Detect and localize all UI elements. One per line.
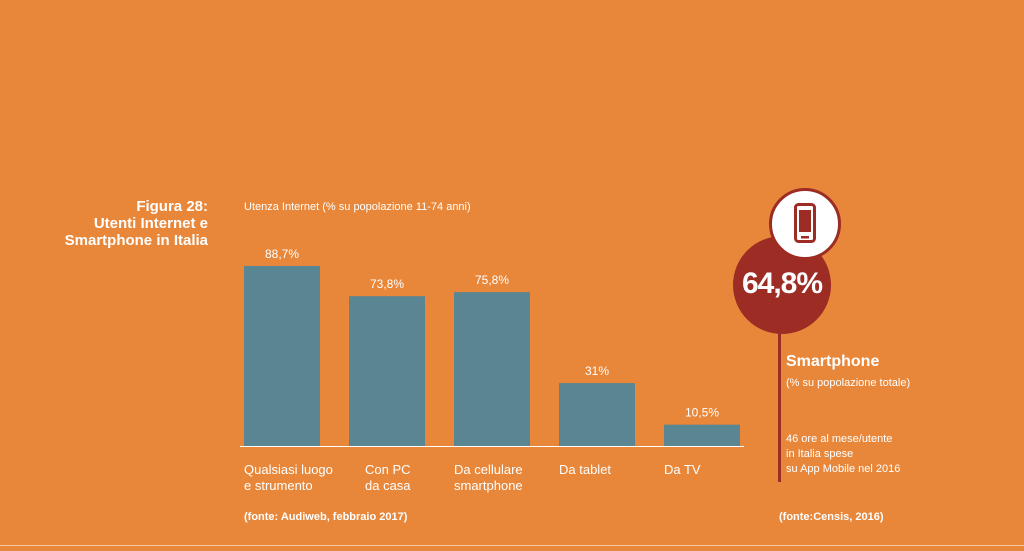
smartphone-note-line: in Italia spese <box>786 448 854 460</box>
bar <box>349 296 425 446</box>
smartphone-subtitle: (% su popolazione totale) <box>786 377 911 389</box>
bar <box>664 424 740 446</box>
category-label: Da TV <box>664 462 701 477</box>
bar <box>454 292 530 446</box>
chart-title: Utenza Internet (% su popolazione 11-74 … <box>244 201 471 213</box>
smartphone-value: 64,8% <box>741 267 823 300</box>
smartphone-note-line: su App Mobile nel 2016 <box>786 463 901 475</box>
figure-title-line: Utenti Internet e <box>93 215 208 232</box>
data-label: 73,8% <box>370 277 404 291</box>
figure-title: Figura 28: Utenti Internet e Smartphone … <box>8 198 208 249</box>
category-label: Da tablet <box>559 462 611 477</box>
bar <box>559 383 635 446</box>
smartphone-icon <box>794 203 816 243</box>
category-label: Da cellulare smartphone <box>454 462 523 493</box>
figure-title-line: Figura 28: <box>136 198 208 215</box>
bar <box>244 265 320 446</box>
smartphone-note: 46 ore al mese/utente in Italia spese su… <box>786 432 900 477</box>
data-label: 88,7% <box>265 247 299 261</box>
data-label: 75,8% <box>475 273 509 287</box>
data-label: 31% <box>585 364 609 378</box>
smartphone-icon-circle <box>769 188 841 260</box>
connector-line <box>778 330 781 482</box>
category-label: Con PC da casa <box>365 462 411 493</box>
source-left: (fonte: Audiweb, febbraio 2017) <box>244 511 408 523</box>
bottom-divider <box>0 545 1024 546</box>
category-label: Qualsiasi luogo e strumento <box>244 462 333 493</box>
source-right: (fonte:Censis, 2016) <box>779 511 884 523</box>
figure-title-line: Smartphone in Italia <box>64 232 208 249</box>
data-label: 10,5% <box>685 406 719 420</box>
smartphone-title: Smartphone <box>786 353 880 370</box>
smartphone-note-line: 46 ore al mese/utente <box>786 433 893 445</box>
